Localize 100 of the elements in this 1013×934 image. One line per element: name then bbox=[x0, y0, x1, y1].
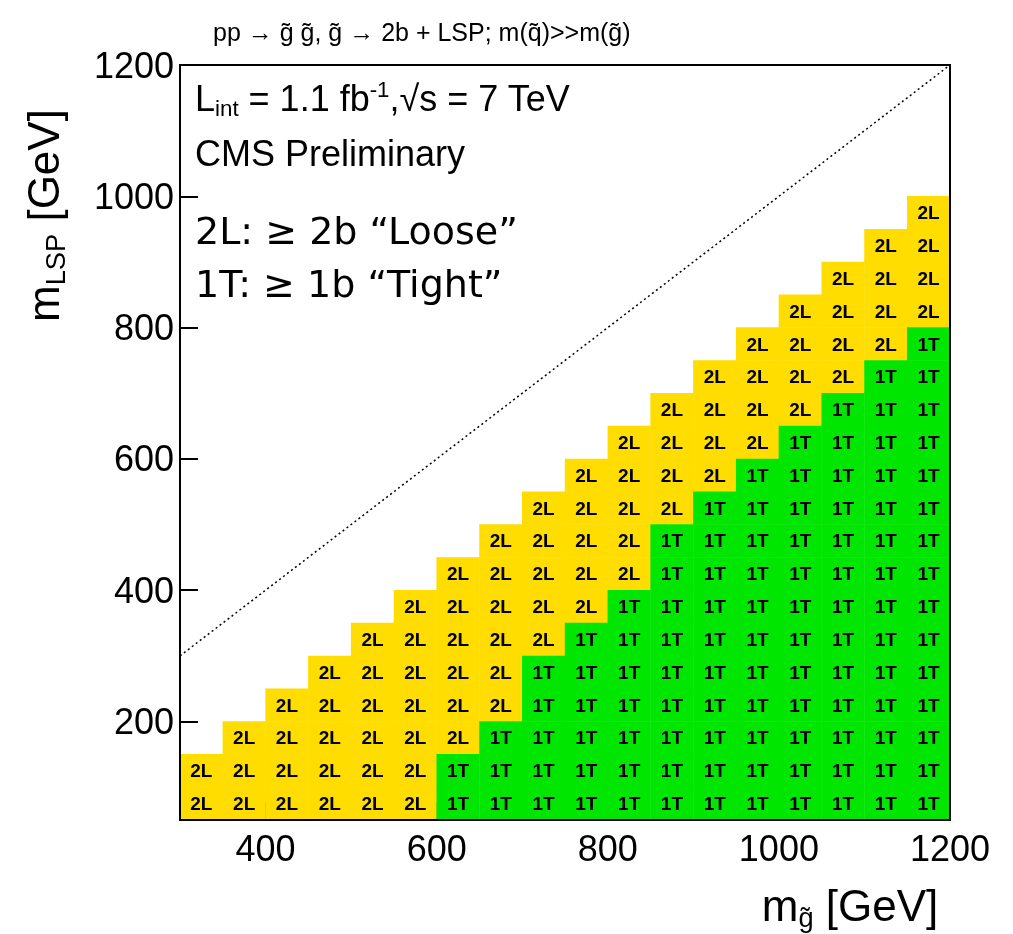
text: 1T bbox=[789, 793, 812, 815]
text: 2L bbox=[532, 497, 555, 519]
text: 2L bbox=[532, 628, 555, 650]
text: 1T bbox=[618, 694, 641, 716]
text: 1T bbox=[703, 563, 726, 585]
text: 1T bbox=[489, 727, 512, 749]
text: 1T bbox=[874, 366, 897, 388]
text: 1T bbox=[789, 596, 812, 618]
text: 1T bbox=[831, 530, 855, 552]
text: 2L bbox=[361, 694, 384, 716]
text: 1T bbox=[660, 628, 684, 650]
text: 1T bbox=[874, 793, 897, 815]
text: 2L bbox=[831, 333, 855, 355]
text: 2L bbox=[489, 661, 512, 683]
text: 1T bbox=[917, 432, 940, 453]
text: 1T bbox=[917, 596, 940, 618]
text: 1T bbox=[532, 694, 555, 716]
y-tick-label: 200 bbox=[113, 701, 174, 743]
text: 1T bbox=[618, 661, 641, 683]
y-tick-label: 600 bbox=[113, 438, 174, 480]
text: 1T bbox=[789, 760, 812, 782]
text: 1T bbox=[575, 661, 598, 683]
text: 1T bbox=[703, 661, 726, 683]
text: 2L bbox=[575, 497, 598, 519]
x-tick-label: 1200 bbox=[909, 827, 991, 869]
text: 1T bbox=[917, 727, 940, 749]
text: 2L bbox=[532, 530, 555, 552]
text: 1T bbox=[746, 760, 769, 782]
text: 2L bbox=[404, 793, 427, 815]
text: 1T bbox=[489, 793, 512, 815]
y-tick-label: 800 bbox=[113, 307, 174, 349]
text: 2L bbox=[746, 399, 769, 421]
text: 2L bbox=[404, 596, 427, 618]
text: 2L bbox=[575, 596, 598, 618]
x-tick-label: 400 bbox=[235, 827, 296, 869]
text: 2L bbox=[404, 727, 427, 749]
text: 2L bbox=[275, 694, 299, 716]
text: 1T bbox=[874, 497, 897, 519]
text: 2L bbox=[917, 202, 940, 224]
text: 2L bbox=[361, 793, 384, 815]
text: 2L bbox=[361, 661, 384, 683]
text: 1T bbox=[917, 628, 940, 650]
text: 1T bbox=[703, 727, 726, 749]
text: 1T bbox=[746, 628, 769, 650]
text: 1T bbox=[746, 530, 769, 552]
text: 2L bbox=[575, 464, 598, 486]
text: 2L bbox=[618, 530, 641, 552]
text: 1T bbox=[618, 793, 641, 815]
text: 2L bbox=[233, 793, 256, 815]
text: 1T bbox=[789, 563, 812, 585]
text: 1T bbox=[703, 793, 726, 815]
text: 1T bbox=[789, 497, 812, 519]
text: 2L bbox=[318, 793, 341, 815]
text: 1T bbox=[746, 497, 769, 519]
text: 2L bbox=[831, 300, 855, 322]
text: 1T bbox=[660, 727, 684, 749]
text: 1T bbox=[874, 694, 897, 716]
x-tick-label: 800 bbox=[577, 827, 638, 869]
text: 1T bbox=[703, 628, 726, 650]
text: 1T bbox=[746, 793, 769, 815]
text: 1T bbox=[618, 727, 641, 749]
x-tick-label: 1000 bbox=[738, 827, 819, 869]
text: 2L bbox=[917, 300, 940, 322]
text: 1T bbox=[660, 661, 684, 683]
text: 2L bbox=[489, 628, 512, 650]
text: 1T bbox=[831, 464, 855, 486]
text: 2L bbox=[489, 563, 512, 585]
chart-title: pp → g̃ g̃, g̃ → 2b + LSP; m(q̃)>>m(g̃) bbox=[213, 17, 631, 46]
text: 1T bbox=[874, 760, 897, 782]
text: 2L bbox=[489, 694, 512, 716]
text: 1T bbox=[917, 333, 940, 355]
text: 1T bbox=[746, 661, 769, 683]
text: 1T bbox=[703, 760, 726, 782]
y-tick-label: 1000 bbox=[93, 175, 174, 217]
text: 2L bbox=[446, 661, 470, 683]
text: 1T bbox=[831, 661, 855, 683]
text: 1T bbox=[660, 563, 684, 585]
text: 1T bbox=[831, 399, 855, 421]
text: 2L bbox=[190, 760, 213, 782]
text: 1T bbox=[917, 399, 940, 421]
text: 1T bbox=[660, 694, 684, 716]
text: 1T bbox=[917, 694, 940, 716]
text: 2L bbox=[703, 366, 726, 388]
text: 2L bbox=[489, 530, 512, 552]
text: 1T bbox=[917, 760, 940, 782]
text: 2L bbox=[703, 399, 726, 421]
text: 2L bbox=[917, 267, 940, 289]
text: 1T bbox=[831, 628, 855, 650]
text: 2L bbox=[404, 760, 427, 782]
text: 2L bbox=[917, 235, 940, 257]
text: 2L bbox=[532, 596, 555, 618]
text: 1T bbox=[446, 760, 470, 782]
y-tick-label: 400 bbox=[113, 569, 174, 611]
text: 1T bbox=[746, 563, 769, 585]
text: 1T bbox=[789, 628, 812, 650]
text: 1T bbox=[874, 596, 897, 618]
text: 2L bbox=[446, 694, 470, 716]
text: 1T bbox=[874, 399, 897, 421]
text: 1T bbox=[917, 530, 940, 552]
text: 1T bbox=[618, 628, 641, 650]
